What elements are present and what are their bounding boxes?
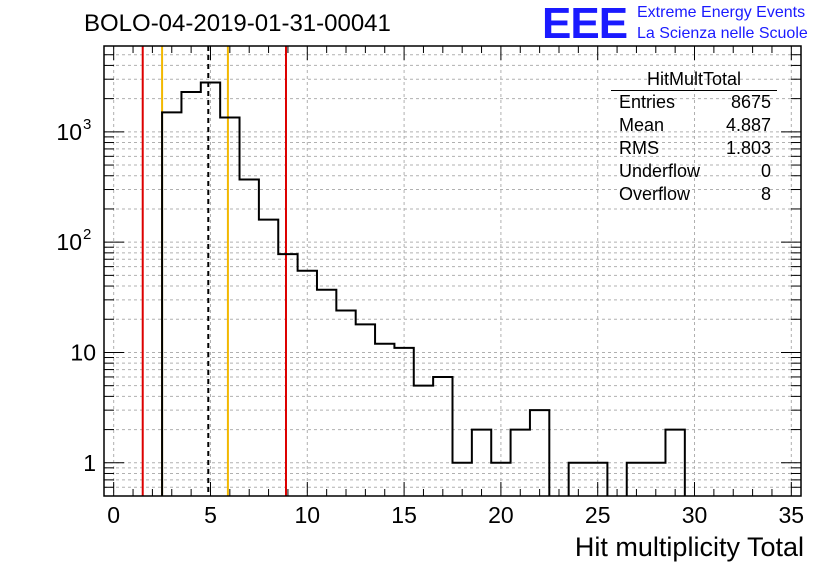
y-tick-label: 10 xyxy=(56,119,82,145)
x-tick-label: 15 xyxy=(391,502,417,528)
stat-label: Underflow xyxy=(619,161,701,181)
stat-value: 4.887 xyxy=(725,115,771,135)
stats-title: HitMultTotal xyxy=(611,68,777,91)
x-axis-label: Hit multiplicity Total xyxy=(574,532,804,562)
x-tick-label: 30 xyxy=(682,502,708,528)
logo-line-2: La Scienza nelle Scuole xyxy=(637,25,808,42)
y-tick-exponent: 3 xyxy=(83,116,91,133)
stat-label: Entries xyxy=(619,92,676,112)
stat-row-mean: Mean 4.887 xyxy=(611,114,777,137)
stat-label: Mean xyxy=(619,115,665,135)
stat-value: 0 xyxy=(760,161,771,181)
stat-value: 8 xyxy=(760,184,771,204)
stat-row-rms: RMS 1.803 xyxy=(611,137,777,160)
stat-value: 1.803 xyxy=(725,138,771,158)
y-tick-label: 10 xyxy=(56,229,82,255)
x-tick-label: 25 xyxy=(585,502,611,528)
stat-row-overflow: Overflow 8 xyxy=(611,183,777,206)
stats-box: HitMultTotal Entries 8675 Mean 4.887 RMS… xyxy=(611,68,777,206)
x-tick-label: 35 xyxy=(779,502,805,528)
stat-value: 8675 xyxy=(730,92,771,112)
reference-lines xyxy=(141,46,287,496)
stat-row-underflow: Underflow 0 xyxy=(611,160,777,183)
x-tick-label: 10 xyxy=(294,502,320,528)
plot-title: BOLO-04-2019-01-31-00041 xyxy=(84,10,391,37)
y-tick-exponent: 2 xyxy=(83,226,91,243)
eee-logo: EEE xyxy=(542,0,628,48)
x-tick-label: 5 xyxy=(204,502,217,528)
logo-line-1: Extreme Energy Events xyxy=(637,4,806,21)
y-tick-label: 10 xyxy=(70,339,96,365)
axis-ticks xyxy=(104,45,801,497)
x-tick-label: 0 xyxy=(107,502,120,528)
stat-label: Overflow xyxy=(619,184,691,204)
x-tick-label: 20 xyxy=(488,502,514,528)
y-tick-label: 1 xyxy=(83,450,96,476)
stat-row-entries: Entries 8675 xyxy=(611,91,777,114)
stat-label: RMS xyxy=(619,138,659,158)
plot-frame xyxy=(103,45,802,497)
histogram-outline xyxy=(161,81,686,496)
